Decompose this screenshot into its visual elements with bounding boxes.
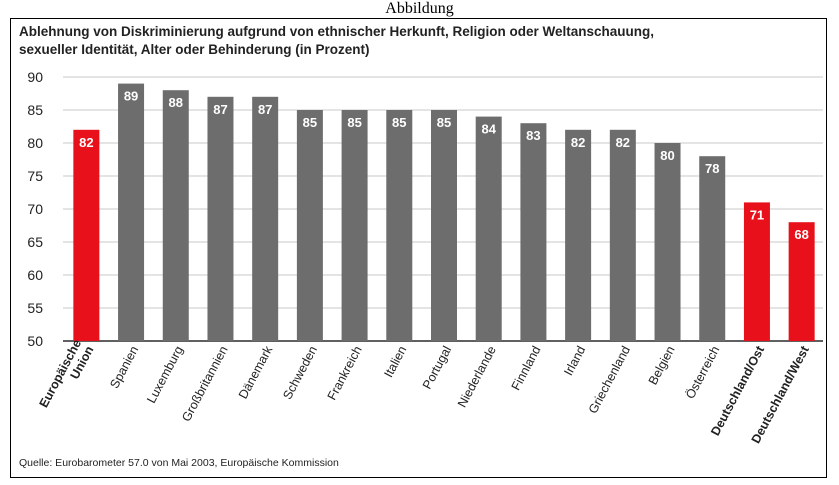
bar [654,143,681,341]
y-tick-label: 50 [27,333,43,349]
x-tick-label-line: Portugal [420,344,454,392]
x-tick-label: Luxemburg [144,344,186,406]
bar [475,116,502,341]
chart-frame: Ablehnung von Diskriminierung aufgrund v… [10,18,827,478]
x-tick-label: Großbritannien [179,344,231,424]
bar [609,129,636,341]
x-tick-label: Dänemark [236,343,276,401]
bar-value-label: 82 [616,135,630,150]
chart-title-line-1: Ablehnung von Diskriminierung aufgrund v… [19,24,655,39]
x-tick-label-line: Griechenland [586,344,633,416]
bar [162,90,189,341]
bar-value-label: 87 [213,102,227,117]
bar [252,96,279,341]
x-tick-label: Portugal [420,344,454,392]
page-caption: Abbildung [385,0,454,17]
x-tick-label-line: Italien [381,344,409,380]
x-tick-label-line: Großbritannien [179,344,231,424]
bar [565,129,592,341]
y-tick-label: 70 [27,201,43,217]
bar-value-label: 78 [705,161,719,176]
x-tick-label-line: Irland [561,344,588,378]
bar [699,156,726,341]
x-tick-label: Österreich [683,344,722,402]
x-tick-label: Irland [561,344,588,378]
x-tick-label: Griechenland [586,344,633,416]
x-tick-label: Spanien [107,344,141,391]
x-tick-label: Belgien [646,344,678,387]
bar [788,222,815,341]
x-tick-label-line: Spanien [107,344,141,391]
bar-value-label: 88 [169,95,183,110]
x-tick-label-line: Österreich [683,344,722,402]
bar [296,110,323,341]
source-note: Quelle: Eurobarometer 57.0 von Mai 2003,… [19,457,339,469]
x-tick-label-line: Niederlande [455,344,499,410]
y-tick-label: 55 [27,300,43,316]
y-tick-label: 60 [27,267,43,283]
bar-value-label: 84 [481,122,496,137]
bar [743,202,770,341]
bar-value-label: 89 [124,89,138,104]
bar-value-label: 85 [392,115,406,130]
bar [341,110,368,341]
bar [431,110,457,341]
chart-title-line-2: sexueller Identität, Alter oder Behinder… [19,42,370,57]
chart-title: Ablehnung von Diskriminierung aufgrund v… [19,23,819,59]
y-tick-label: 75 [27,168,43,184]
y-tick-label: 80 [27,135,43,151]
bar-value-label: 71 [750,207,764,222]
bar-value-label: 85 [437,115,451,130]
x-tick-label: Italien [381,344,409,380]
y-tick-label: 65 [27,234,43,250]
x-tick-label-line: Luxemburg [144,344,186,406]
bar-value-label: 87 [258,102,272,117]
x-tick-label-line: Finnland [509,344,544,393]
bar-value-label: 83 [526,128,540,143]
x-tick-label: Finnland [509,344,544,393]
x-tick-label: Frankreich [325,344,365,403]
bar [207,96,234,341]
x-tick-label: Niederlande [455,344,499,410]
y-tick-label: 90 [27,69,43,85]
bar-value-label: 82 [79,135,93,150]
y-tick-label: 85 [27,102,43,118]
bar [73,129,100,341]
bar-value-label: 80 [660,148,674,163]
bar [118,83,145,341]
x-tick-label-line: Belgien [646,344,678,387]
bar [520,123,547,341]
x-tick-label-line: Dänemark [236,343,276,401]
bar-value-label: 68 [794,227,808,242]
bar-value-label: 82 [571,135,585,150]
bar-value-label: 85 [303,115,317,130]
x-tick-label-line: Schweden [280,344,320,402]
bar-value-label: 85 [347,115,361,130]
bar [386,110,413,341]
x-tick-label-line: Frankreich [325,344,365,403]
x-tick-label: Schweden [280,344,320,402]
